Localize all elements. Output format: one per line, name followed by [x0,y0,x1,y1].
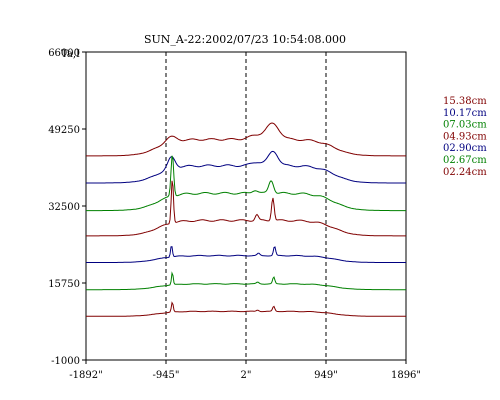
y-axis-label: Ta,I [61,49,80,60]
series-line-02.24cm [86,301,406,317]
legend: 15.38cm10.17cm07.03cm04.93cm02.90cm02.67… [443,96,487,178]
chart-title: SUN_A-22:2002/07/23 10:54:08.000 [144,33,346,46]
series-lines [86,122,406,317]
x-tick-label: 1896" [391,370,421,381]
legend-entry: 07.03cm [443,120,487,131]
legend-entry: 02.90cm [443,143,487,154]
series-line-07.03cm [86,155,406,212]
x-tick-label: 949" [314,370,338,381]
legend-entry: 02.67cm [443,155,487,166]
series-line-02.67cm [86,271,406,291]
x-tick-label: -1892" [69,370,102,381]
legend-entry: 04.93cm [443,131,487,142]
legend-entry: 02.24cm [443,167,487,178]
y-tick-label: -1000 [51,356,80,367]
y-tick-label: 66000 [48,48,80,59]
y-axis-ticks: 66000 49250 32500 15750 -1000 [48,48,86,367]
dashed-lines [165,52,327,360]
series-line-15.38cm [86,122,406,157]
series-line-10.17cm [86,150,406,184]
y-tick-label: 49250 [48,125,80,136]
legend-entry: 10.17cm [443,108,487,119]
series-line-02.90cm [86,246,406,263]
y-tick-label: 32500 [48,202,80,213]
x-tick-label: 2" [241,370,252,381]
x-tick-label: -945" [152,370,179,381]
series-line-04.93cm [86,180,406,237]
legend-entry: 15.38cm [443,96,487,107]
y-tick-label: 15750 [48,279,80,290]
x-axis-ticks: -1892" -945" 2" 949" 1896" [69,360,421,381]
